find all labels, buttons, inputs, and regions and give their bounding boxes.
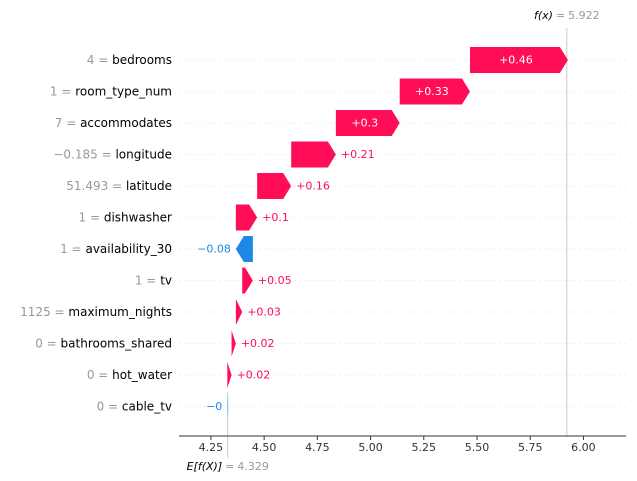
base-annotation: E[f(X)] = 4.329: [187, 460, 269, 473]
feature-label: 1 = dishwasher: [79, 211, 173, 225]
feature-name: bedrooms: [112, 53, 172, 67]
contribution-label: −0: [206, 400, 222, 413]
fx-value: 5.922: [568, 9, 600, 22]
feature-name: availability_30: [85, 242, 172, 256]
contribution-label: +0.03: [247, 306, 281, 319]
contribution-bar: [235, 299, 243, 325]
feature-value: 7 =: [55, 116, 80, 130]
feature-label: 0 = cable_tv: [97, 400, 172, 414]
x-tick-label: 4.50: [252, 441, 277, 454]
feature-name: cable_tv: [122, 400, 172, 414]
contribution-label: +0.21: [341, 148, 375, 161]
contribution-bar: [257, 173, 292, 199]
feature-label: −0.185 = longitude: [53, 148, 172, 162]
contribution-bar: [235, 204, 258, 231]
contribution-bar: [399, 78, 470, 105]
contribution-bars: −0 +0.02 +0.02 +0.03 +0.05 −0.08 +0.1 +0.16 +0.2…: [197, 47, 568, 420]
contribution-bar: [235, 236, 253, 262]
x-tick-label: 4.25: [199, 441, 224, 454]
x-tick-label: 5.25: [412, 441, 437, 454]
feature-value: 1 =: [50, 85, 75, 99]
x-tick-label: 5.50: [465, 441, 490, 454]
contribution-label: −0.08: [197, 243, 231, 256]
row-gridlines: [179, 59, 626, 407]
contribution-label: +0.46: [499, 54, 533, 67]
feature-value: 1 =: [60, 242, 85, 256]
feature-name: hot_water: [112, 368, 172, 382]
feature-label: 0 = hot_water: [87, 368, 172, 382]
feature-label: 4 = bedrooms: [87, 53, 172, 67]
feature-value: −0.185 =: [53, 148, 115, 162]
contribution-label: +0.3: [351, 117, 378, 130]
fx-annotation: f(x) = 5.922: [534, 9, 600, 22]
feature-label: 1 = availability_30: [60, 242, 172, 256]
feature-label: 1 = room_type_num: [50, 85, 172, 99]
contribution-label: +0.02: [241, 337, 275, 350]
feature-name: maximum_nights: [68, 305, 172, 319]
feature-label: 1 = tv: [135, 274, 172, 288]
x-axis-ticks: 4.25 4.50 4.75 5.00 5.25 5.50 5.75 6.00: [199, 436, 596, 454]
feature-value: 1 =: [79, 211, 104, 225]
feature-label: 1125 = maximum_nights: [20, 305, 172, 319]
feature-value: 1125 =: [20, 305, 68, 319]
contribution-bar: [227, 362, 232, 388]
base-label: E[f(X)]: [187, 460, 223, 473]
feature-label: 51.493 = latitude: [66, 179, 172, 193]
contribution-bar: [335, 110, 400, 136]
feature-value: 1 =: [135, 274, 160, 288]
feature-name: dishwasher: [104, 211, 172, 225]
contribution-label: +0.33: [415, 85, 449, 98]
contribution-label: +0.02: [237, 369, 271, 382]
x-tick-label: 5.75: [518, 441, 543, 454]
contribution-label: +0.1: [262, 211, 289, 224]
feature-label: 0 = bathrooms_shared: [35, 337, 172, 351]
base-value: 4.329: [237, 460, 269, 473]
contribution-bar: [469, 47, 568, 73]
feature-value: 4 =: [87, 53, 112, 67]
feature-name: accommodates: [80, 116, 172, 130]
fx-label: f(x): [534, 9, 553, 22]
contribution-bar: [242, 267, 253, 294]
feature-label: 7 = accommodates: [55, 116, 172, 130]
contribution-bar: [291, 141, 336, 168]
feature-value: 0 =: [97, 400, 122, 414]
contribution-label: +0.05: [258, 274, 292, 287]
contribution-bar: [231, 330, 236, 357]
feature-name: longitude: [115, 148, 172, 162]
feature-value: 0 =: [35, 337, 60, 351]
feature-value: 51.493 =: [66, 179, 126, 193]
contribution-label: +0.16: [296, 180, 330, 193]
x-tick-label: 6.00: [571, 441, 596, 454]
feature-name: bathrooms_shared: [61, 337, 172, 351]
x-tick-label: 5.00: [358, 441, 383, 454]
feature-name: tv: [160, 274, 172, 288]
x-tick-label: 4.75: [305, 441, 330, 454]
feature-value: 0 =: [87, 368, 112, 382]
feature-name: room_type_num: [75, 85, 172, 99]
feature-name: latitude: [126, 179, 172, 193]
